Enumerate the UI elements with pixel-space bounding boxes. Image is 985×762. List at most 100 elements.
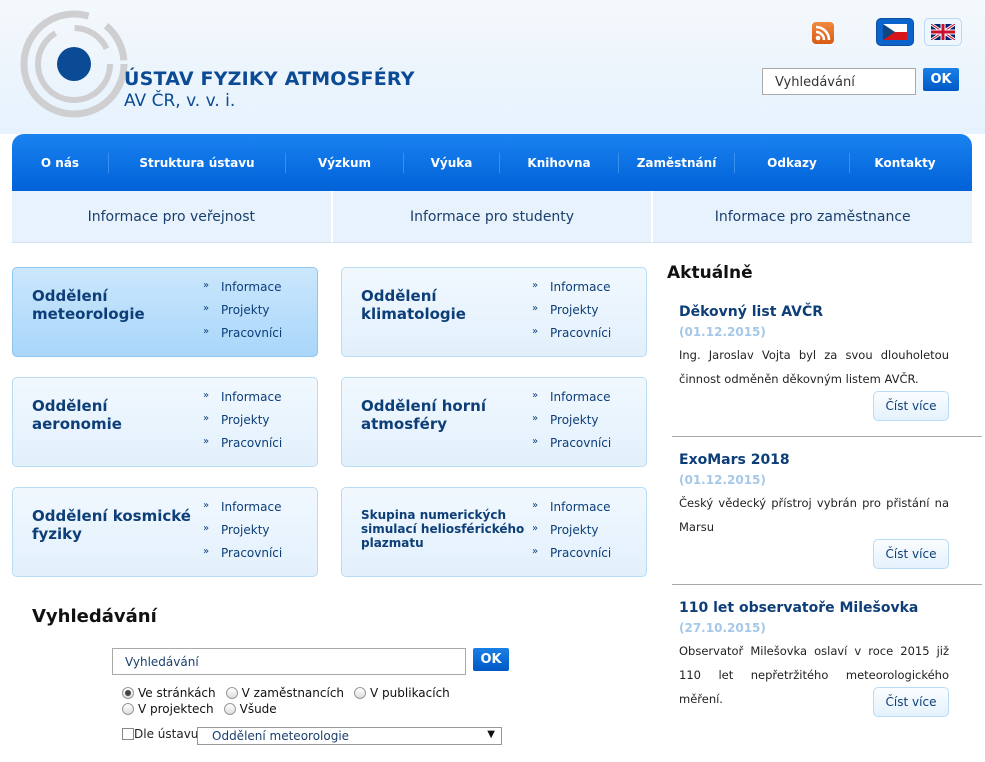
department-title[interactable]: Oddělení klimatologie <box>361 287 466 323</box>
department-link[interactable]: » Informace <box>203 390 282 413</box>
department-links: » Informace » Projekty » Pracovníci <box>532 390 611 459</box>
department-link-label: Projekty <box>221 303 270 317</box>
double-chevron-icon: » <box>203 326 210 337</box>
department-link[interactable]: » Projekty <box>532 523 611 546</box>
tab-verejnost[interactable]: Informace pro veřejnost <box>12 191 333 243</box>
news-title[interactable]: ExoMars 2018 <box>679 452 790 468</box>
department-link[interactable]: » Pracovníci <box>532 546 611 569</box>
department-link[interactable]: » Projekty <box>532 413 611 436</box>
double-chevron-icon: » <box>532 413 539 424</box>
rss-icon[interactable] <box>812 22 834 44</box>
department-card[interactable]: Oddělení horní atmosféry » Informace » Proj… <box>341 377 647 467</box>
main-search-ok-button[interactable]: OK <box>473 648 509 671</box>
institute-select-value: Oddělení meteorologie <box>212 729 350 743</box>
institute-select[interactable]: Oddělení meteorologie ▼ <box>197 727 502 745</box>
department-links: » Informace » Projekty » Pracovníci <box>532 280 611 349</box>
department-link[interactable]: » Projekty <box>532 303 611 326</box>
department-link-label: Informace <box>550 500 611 514</box>
main-nav: O nás Struktura ústavu Výzkum Výuka Knih… <box>12 134 972 191</box>
nav-vyzkum[interactable]: Výzkum <box>317 156 372 170</box>
department-title[interactable]: Oddělení meteorologie <box>32 287 145 323</box>
double-chevron-icon: » <box>203 546 210 557</box>
nav-o-nas[interactable]: O nás <box>40 156 80 170</box>
double-chevron-icon: » <box>203 500 210 511</box>
department-link-label: Informace <box>221 280 282 294</box>
department-link[interactable]: » Pracovníci <box>203 546 282 569</box>
by-institute-checkbox[interactable] <box>122 728 134 740</box>
news-column <box>655 243 985 762</box>
news-title[interactable]: 110 let observatoře Milešovka <box>679 600 919 616</box>
department-link[interactable]: » Pracovníci <box>203 326 282 349</box>
institute-logo[interactable] <box>18 8 130 120</box>
double-chevron-icon: » <box>203 523 210 534</box>
news-divider <box>672 584 982 585</box>
news-title[interactable]: Děkovný list AVČR <box>679 304 824 320</box>
department-links: » Informace » Projekty » Pracovníci <box>203 390 282 459</box>
read-more-button[interactable]: Číst více <box>873 391 949 421</box>
nav-knihovna[interactable]: Knihovna <box>527 156 591 170</box>
department-card[interactable]: Skupina numerických simulací heliosféric… <box>341 487 647 577</box>
main-search-input[interactable]: Vyhledávání <box>112 648 466 675</box>
nav-kontakty[interactable]: Kontakty <box>874 156 936 170</box>
department-card[interactable]: Oddělení meteorologie » Informace » Projekt… <box>12 267 318 357</box>
department-link[interactable]: » Informace <box>203 500 282 523</box>
by-institute: Dle ústavu <box>122 727 198 741</box>
header-search-input[interactable]: Vyhledávání <box>762 68 916 95</box>
double-chevron-icon: » <box>203 436 210 447</box>
double-chevron-icon: » <box>532 500 539 511</box>
nav-vyuka[interactable]: Výuka <box>430 156 473 170</box>
nav-zamestnani[interactable]: Zaměstnání <box>636 156 717 170</box>
news-text: Observatoř Milešovka oslaví v roce 2015 … <box>679 644 949 706</box>
department-link[interactable]: » Projekty <box>203 303 282 326</box>
department-card[interactable]: Oddělení kosmické fyziky » Informace » Proj… <box>12 487 318 577</box>
department-link[interactable]: » Informace <box>532 390 611 413</box>
department-link[interactable]: » Informace <box>203 280 282 303</box>
radio-v-publikacich[interactable]: V publikacích <box>354 686 450 700</box>
department-links: » Informace » Projekty » Pracovníci <box>203 280 282 349</box>
department-title[interactable]: Oddělení horní atmosféry <box>361 397 486 433</box>
department-link-label: Pracovníci <box>550 326 612 340</box>
department-title[interactable]: Oddělení aeronomie <box>32 397 122 433</box>
header-search-ok-button[interactable]: OK <box>923 68 959 91</box>
department-link-label: Informace <box>221 500 282 514</box>
radio-ve-strankach[interactable]: Ve stránkách <box>122 686 216 700</box>
department-links: » Informace » Projekty » Pracovníci <box>532 500 611 569</box>
radio-v-projektech[interactable]: V projektech <box>122 702 214 716</box>
read-more-button[interactable]: Číst více <box>873 539 949 569</box>
search-scope-row: V projektech Všude <box>122 702 277 716</box>
department-card[interactable]: Oddělení klimatologie » Informace » Projekt… <box>341 267 647 357</box>
nav-struktura[interactable]: Struktura ústavu <box>139 156 255 170</box>
department-link[interactable]: » Pracovníci <box>532 436 611 459</box>
read-more-button[interactable]: Číst více <box>873 687 949 717</box>
double-chevron-icon: » <box>203 413 210 424</box>
department-link-label: Informace <box>221 390 282 404</box>
radio-vsude[interactable]: Všude <box>223 702 277 716</box>
uk-flag-icon[interactable] <box>924 18 962 46</box>
news-divider <box>672 436 982 437</box>
department-card[interactable]: Oddělení aeronomie » Informace » Projekty » P… <box>12 377 318 467</box>
tab-zamestnanci[interactable]: Informace pro zaměstnance <box>653 191 973 243</box>
news-date: (01.12.2015) <box>679 473 766 487</box>
department-link-label: Projekty <box>221 523 270 537</box>
department-link-label: Projekty <box>550 303 599 317</box>
department-link[interactable]: » Informace <box>532 500 611 523</box>
department-link[interactable]: » Pracovníci <box>532 326 611 349</box>
tab-studenti[interactable]: Informace pro studenty <box>332 191 654 243</box>
department-link-label: Projekty <box>550 523 599 537</box>
news-heading: Aktuálně <box>667 263 753 283</box>
double-chevron-icon: » <box>532 523 539 534</box>
by-institute-label: Dle ústavu <box>134 727 199 741</box>
news-text: Ing. Jaroslav Vojta byl za svou dlouhole… <box>679 348 949 386</box>
department-link[interactable]: » Informace <box>532 280 611 303</box>
czech-flag-icon[interactable] <box>876 18 914 46</box>
radio-label: Všude <box>239 702 277 716</box>
department-link[interactable]: » Pracovníci <box>203 436 282 459</box>
radio-label: V projektech <box>138 702 214 716</box>
search-scope-row: Ve stránkách V zaměstnancích V publikací… <box>122 686 450 700</box>
nav-odkazy[interactable]: Odkazy <box>767 156 817 170</box>
department-title[interactable]: Oddělení kosmické fyziky <box>32 507 191 543</box>
department-title[interactable]: Skupina numerických simulací heliosféric… <box>361 508 525 550</box>
department-link[interactable]: » Projekty <box>203 523 282 546</box>
department-link[interactable]: » Projekty <box>203 413 282 436</box>
radio-v-zamestnancich[interactable]: V zaměstnancích <box>225 686 344 700</box>
